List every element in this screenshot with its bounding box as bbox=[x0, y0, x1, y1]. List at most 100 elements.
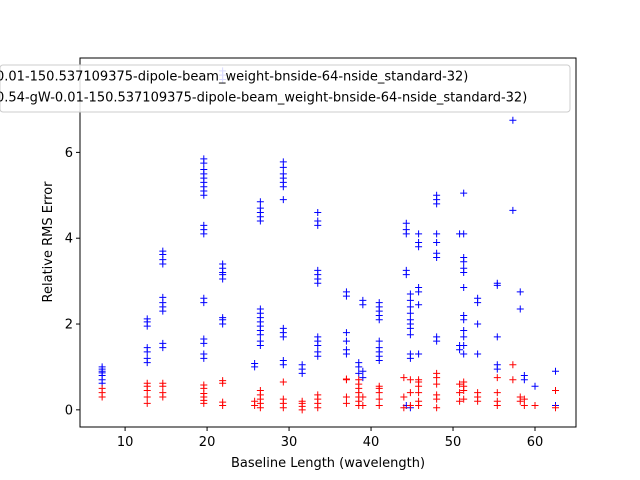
data-point bbox=[474, 294, 482, 302]
data-point bbox=[415, 301, 423, 309]
data-point bbox=[219, 377, 227, 385]
data-point bbox=[433, 391, 441, 399]
data-point bbox=[520, 372, 528, 380]
data-point bbox=[298, 361, 306, 369]
x-tick-label: 60 bbox=[527, 435, 544, 450]
data-point bbox=[359, 374, 367, 382]
data-point bbox=[516, 305, 524, 313]
series-2 bbox=[98, 361, 560, 414]
data-point bbox=[143, 354, 151, 362]
data-point bbox=[509, 116, 517, 124]
data-point bbox=[406, 303, 414, 311]
data-point bbox=[509, 206, 517, 214]
data-point bbox=[402, 219, 410, 227]
data-point bbox=[456, 380, 464, 388]
data-point bbox=[159, 247, 167, 255]
legend-entry: 0.54-gW-0.01-150.537109375-dipole-beam_w… bbox=[0, 91, 527, 106]
data-point bbox=[314, 348, 322, 356]
data-point bbox=[460, 230, 468, 238]
data-point bbox=[415, 376, 423, 384]
data-point bbox=[402, 266, 410, 274]
data-point bbox=[219, 260, 227, 268]
data-point bbox=[256, 198, 264, 206]
data-point bbox=[433, 239, 441, 246]
data-point bbox=[433, 380, 441, 388]
data-point bbox=[279, 158, 287, 166]
data-point bbox=[433, 191, 441, 199]
data-point bbox=[251, 397, 259, 405]
data-point bbox=[460, 395, 468, 403]
plot-area bbox=[79, 57, 577, 428]
data-point bbox=[493, 279, 501, 287]
data-point bbox=[159, 379, 167, 387]
data-point bbox=[460, 378, 468, 386]
data-point bbox=[493, 361, 501, 369]
data-point bbox=[251, 359, 259, 367]
data-point bbox=[406, 290, 414, 298]
data-point bbox=[415, 239, 423, 246]
data-point bbox=[375, 395, 383, 403]
data-point bbox=[460, 254, 468, 262]
x-tick-label: 40 bbox=[363, 435, 380, 450]
data-point bbox=[342, 329, 350, 337]
data-point bbox=[406, 389, 414, 397]
data-point bbox=[531, 402, 539, 410]
data-point bbox=[406, 376, 414, 384]
data-point bbox=[493, 374, 501, 382]
data-point bbox=[460, 189, 468, 197]
data-point bbox=[355, 369, 363, 377]
data-point bbox=[375, 382, 383, 390]
data-point bbox=[143, 344, 151, 352]
data-point bbox=[460, 311, 468, 319]
legend-items: 0.01-150.537109375-dipole-beam_weight-bn… bbox=[0, 70, 527, 106]
data-point bbox=[415, 230, 423, 238]
data-point bbox=[355, 376, 363, 384]
data-point bbox=[342, 399, 350, 407]
data-point bbox=[474, 320, 482, 328]
data-point bbox=[314, 208, 322, 216]
data-point bbox=[143, 379, 151, 387]
data-point bbox=[279, 170, 287, 178]
data-point bbox=[314, 217, 322, 225]
data-point bbox=[520, 402, 528, 410]
data-point bbox=[256, 337, 264, 345]
data-point bbox=[375, 299, 383, 307]
x-axis-ticks: 10 20 30 40 50 60 bbox=[117, 427, 543, 450]
data-point bbox=[200, 166, 208, 174]
data-point bbox=[460, 326, 468, 334]
data-point bbox=[400, 393, 408, 401]
data-point bbox=[406, 309, 414, 317]
data-point bbox=[493, 333, 501, 341]
legend-label: 0.01-150.537109375-dipole-beam_weight-bn… bbox=[0, 70, 468, 85]
data-point bbox=[143, 393, 151, 401]
x-axis-label: Baseline Length (wavelength) bbox=[231, 456, 425, 471]
data-point bbox=[406, 316, 414, 324]
data-point bbox=[552, 367, 560, 375]
y-axis-ticks: 0 2 4 6 bbox=[65, 146, 80, 418]
data-point bbox=[159, 293, 167, 301]
data-point bbox=[415, 284, 423, 292]
data-point bbox=[200, 155, 208, 163]
legend: 0.01-150.537109375-dipole-beam_weight-bn… bbox=[0, 64, 571, 113]
data-point bbox=[552, 387, 560, 395]
data-point bbox=[98, 384, 106, 392]
data-point bbox=[460, 341, 468, 349]
data-point bbox=[400, 374, 408, 382]
data-point bbox=[279, 196, 287, 204]
data-point bbox=[433, 369, 441, 377]
x-tick-label: 50 bbox=[445, 435, 462, 450]
data-point bbox=[342, 288, 350, 296]
series-layer bbox=[98, 67, 560, 414]
data-point bbox=[375, 337, 383, 345]
data-point bbox=[143, 399, 151, 407]
data-point bbox=[256, 387, 264, 395]
data-point bbox=[552, 404, 560, 412]
data-point bbox=[406, 402, 414, 410]
data-point bbox=[375, 402, 383, 410]
data-point bbox=[415, 389, 423, 397]
data-point bbox=[200, 294, 208, 302]
data-point bbox=[279, 378, 287, 386]
legend-entry: 0.01-150.537109375-dipole-beam_weight-bn… bbox=[0, 70, 468, 85]
data-point bbox=[509, 361, 517, 369]
legend-box bbox=[0, 64, 571, 113]
